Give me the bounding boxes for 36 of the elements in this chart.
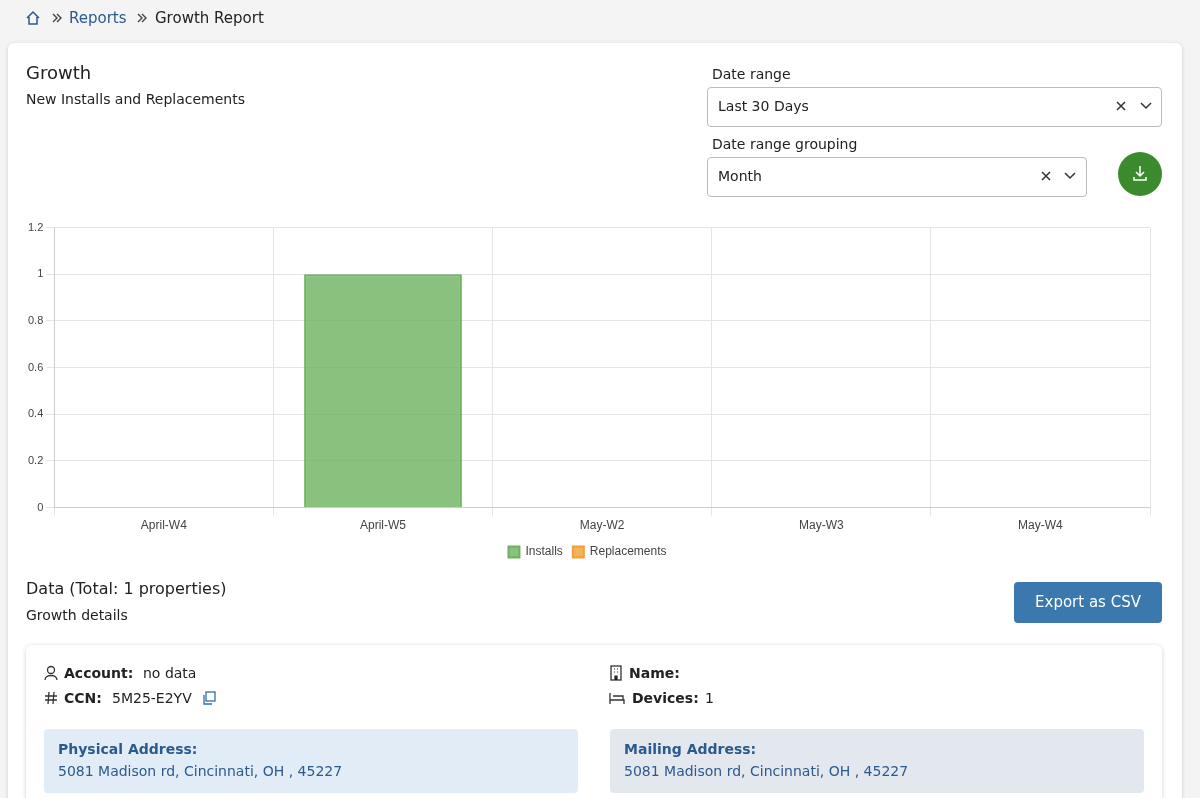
text: Account:: [64, 665, 134, 681]
y-tick-label: 0.2: [27, 453, 44, 466]
y-tick-label: 0.4: [27, 407, 44, 420]
x-tick-label: April-W5: [360, 518, 407, 533]
y-tick-label: 0.8: [27, 313, 44, 326]
text: Export as CSV: [1014, 582, 1162, 623]
text: 1: [705, 690, 714, 706]
text: Devices:: [632, 690, 699, 706]
x-tick-label: May-W2: [579, 518, 625, 533]
x-tick-label: May-W4: [1018, 518, 1064, 533]
y-tick-label: 0: [37, 500, 44, 513]
chart-subtitle: New Installs and Replacements: [26, 91, 245, 107]
text: Growth Report: [155, 9, 264, 27]
x-tick-label: May-W3: [798, 518, 844, 533]
chart-title: Growth: [26, 62, 92, 83]
text: Mailing Address:: [624, 741, 757, 757]
text: Last 30 Days: [718, 98, 809, 114]
text: Date range: [712, 66, 791, 82]
text: 5081 Madison rd, Cincinnati, OH , 45227: [58, 763, 343, 779]
text: Data (Total: 1 properties): [26, 579, 227, 598]
text: 5M25-E2YV: [112, 690, 192, 706]
legend-label: Replacements: [589, 544, 667, 559]
text: Growth details: [26, 607, 128, 623]
text: Physical Address:: [58, 741, 198, 757]
text: Name:: [629, 665, 680, 681]
y-tick-label: 1: [37, 267, 44, 280]
text: no data: [143, 665, 197, 681]
y-tick-label: 1.2: [27, 220, 44, 233]
y-tick-label: 0.6: [27, 360, 44, 373]
text: 5081 Madison rd, Cincinnati, OH , 45227: [624, 763, 909, 779]
text: CCN:: [64, 690, 102, 706]
text: Date range grouping: [712, 136, 858, 152]
legend-label: Installs: [525, 544, 563, 559]
x-tick-label: April-W4: [140, 518, 188, 533]
text: Reports: [69, 9, 127, 27]
text: Month: [718, 168, 762, 184]
